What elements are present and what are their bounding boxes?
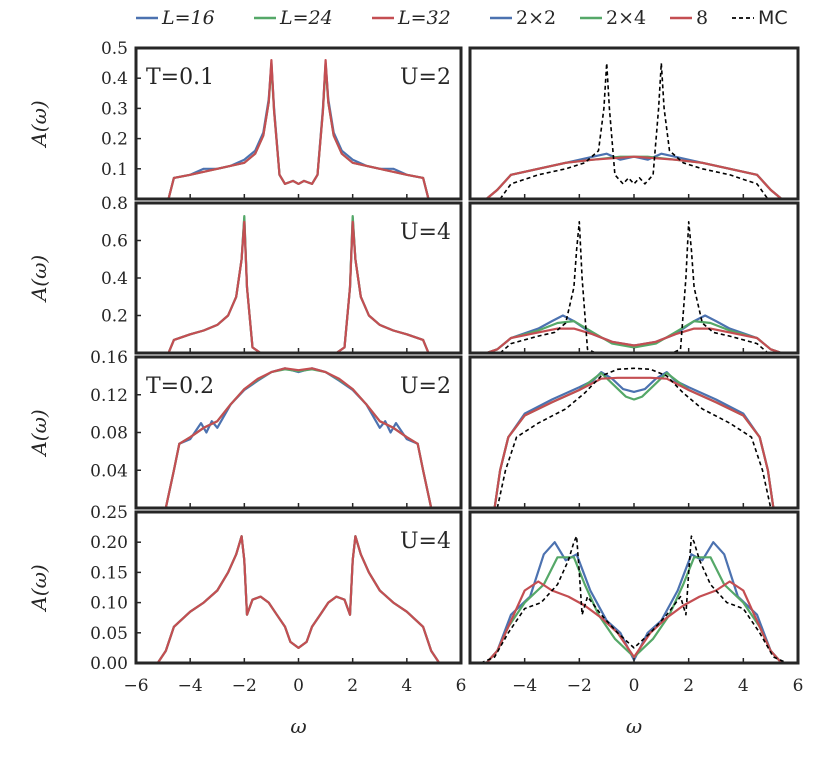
y-tick-label: 0.25 — [90, 503, 128, 523]
series-line-mc — [480, 535, 788, 663]
legend-label: 2×4 — [606, 7, 646, 29]
x-tick-label: −6 — [123, 676, 148, 696]
legend-label: L=32 — [397, 7, 451, 29]
x-tick-label: 6 — [456, 676, 467, 696]
series-line-l32 — [167, 220, 430, 353]
series-line-l32 — [167, 59, 430, 199]
temperature-annotation: T=0.1 — [146, 65, 214, 90]
series-line-l32 — [164, 367, 433, 508]
legend-item: MC — [732, 7, 788, 29]
legend-item: L=16 — [136, 7, 215, 29]
y-tick-label: 0.4 — [101, 69, 128, 89]
legend: L=16 L=24 L=32 2×2 2×4 8 MC — [136, 7, 788, 29]
panels: 0.5 0.4 0.3 0.2 0.1 A(ω) T=0.1 U=2 0.8 0.6 0.4 0.2 A… — [27, 39, 800, 674]
panel-r3-right — [468, 355, 800, 510]
series-line-l24 — [167, 215, 430, 353]
y-axis-label: A(ω) — [27, 255, 51, 303]
panel-r4-right — [468, 510, 800, 665]
y-tick-label: 0.8 — [101, 194, 128, 214]
y-tick-label: 0.16 — [90, 348, 128, 368]
x-tick-label: 4 — [401, 676, 412, 696]
panel-r1-right — [468, 46, 800, 201]
y-tick-label: 0.2 — [101, 307, 128, 327]
temperature-annotation: T=0.2 — [146, 374, 214, 399]
x-tick-label: −4 — [512, 676, 537, 696]
panel-frame — [468, 510, 800, 665]
panel-frame — [468, 46, 800, 201]
series-line-l24 — [493, 371, 775, 508]
series-line-mc — [496, 367, 772, 508]
y-tick-label: 0.00 — [90, 654, 128, 674]
x-axis-label: ω — [290, 714, 306, 738]
legend-label: L=24 — [279, 7, 333, 29]
interaction-annotation: U=2 — [400, 374, 451, 399]
y-tick-label: 0.04 — [90, 461, 128, 481]
legend-label: L=16 — [161, 7, 215, 29]
x-axis-label: ω — [626, 714, 642, 738]
series-line-l16 — [485, 152, 783, 199]
series-line-l16 — [167, 216, 430, 353]
y-tick-label: 0.6 — [101, 232, 128, 252]
legend-item: 2×4 — [580, 7, 646, 29]
panel-r1-left: 0.5 0.4 0.3 0.2 0.1 A(ω) T=0.1 U=2 — [27, 39, 463, 201]
y-axis-label: A(ω) — [27, 564, 51, 612]
y-tick-label: 0.05 — [90, 624, 128, 644]
series-line-l32 — [493, 376, 775, 508]
x-tick-label: 4 — [738, 676, 749, 696]
series-line-mc — [499, 62, 769, 199]
interaction-annotation: U=4 — [400, 529, 451, 554]
legend-label: 8 — [696, 7, 708, 29]
y-tick-label: 0.15 — [90, 563, 128, 583]
x-tick-label: 0 — [293, 676, 304, 696]
y-tick-label: 0.2 — [101, 130, 128, 150]
x-axes: −6 −4 −2 0 2 4 6 ω −4 −2 0 2 4 6 ω — [123, 676, 803, 738]
x-tick-label: 2 — [347, 676, 358, 696]
legend-item: L=32 — [372, 7, 451, 29]
interaction-annotation: U=2 — [400, 65, 451, 90]
series-line-l16 — [493, 371, 775, 508]
y-tick-label: 0.12 — [90, 386, 128, 406]
series-line-l16 — [156, 535, 441, 663]
series-line-l16 — [485, 541, 783, 663]
legend-label: 2×2 — [516, 7, 556, 29]
y-tick-label: 0.1 — [101, 160, 128, 180]
y-tick-label: 0.08 — [90, 424, 128, 444]
y-tick-label: 0.3 — [101, 99, 128, 119]
x-tick-label: −2 — [567, 676, 592, 696]
legend-label: MC — [758, 7, 788, 29]
series-line-l24 — [486, 320, 782, 353]
y-axis-label: A(ω) — [27, 409, 51, 457]
panel-r3-left: 0.16 0.12 0.08 0.04 A(ω) T=0.2 U=2 — [27, 348, 463, 510]
x-tick-label: 2 — [683, 676, 694, 696]
legend-item: 2×2 — [490, 7, 556, 29]
y-tick-label: 0.20 — [90, 533, 128, 553]
series-line-l24 — [156, 535, 441, 663]
series-line-l32 — [485, 155, 783, 199]
series-line-l32 — [156, 535, 441, 663]
series-line-l32 — [485, 580, 783, 663]
x-tick-label: −4 — [178, 676, 203, 696]
x-tick-label: 0 — [629, 676, 640, 696]
series-line-l32 — [486, 327, 782, 353]
x-tick-label: 6 — [793, 676, 804, 696]
y-axis-label: A(ω) — [27, 100, 51, 148]
panel-frame — [468, 201, 800, 355]
panel-r2-right — [468, 201, 800, 355]
panel-frame — [468, 355, 800, 510]
legend-item: 8 — [670, 7, 708, 29]
interaction-annotation: U=4 — [400, 220, 451, 245]
y-tick-label: 0.10 — [90, 594, 128, 614]
x-tick-label: −2 — [232, 676, 257, 696]
y-tick-label: 0.4 — [101, 269, 128, 289]
legend-item: L=24 — [254, 7, 333, 29]
series-line-mc — [499, 221, 769, 353]
y-tick-label: 0.5 — [101, 39, 128, 59]
panel-r2-left: 0.8 0.6 0.4 0.2 A(ω) U=4 — [27, 194, 463, 355]
panel-r4-left: 0.25 0.20 0.15 0.10 0.05 0.00 A(ω) U=4 — [27, 503, 463, 674]
